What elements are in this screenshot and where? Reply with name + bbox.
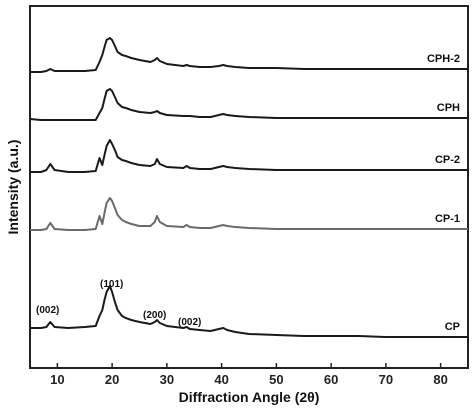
series-labels: CPH-2 CPH CP-2 CP-1 CP bbox=[427, 53, 460, 333]
x-tick-label-30: 30 bbox=[160, 372, 174, 387]
series-line-cph-2 bbox=[30, 37, 468, 73]
x-tick-label-40: 40 bbox=[214, 372, 228, 387]
annotation-200: (200) bbox=[143, 310, 166, 321]
x-tick-label-50: 50 bbox=[269, 372, 283, 387]
series-label-cp-1: CP-1 bbox=[435, 213, 460, 225]
plot-frame bbox=[29, 5, 469, 369]
x-tick-label-10: 10 bbox=[50, 372, 64, 387]
x-axis-tick-labels: 10 20 30 40 50 60 70 80 bbox=[50, 372, 448, 387]
x-tick-label-70: 70 bbox=[379, 372, 393, 387]
x-tick-label-20: 20 bbox=[105, 372, 119, 387]
series-line-cp bbox=[30, 285, 468, 338]
series-label-cp-2: CP-2 bbox=[435, 154, 460, 166]
series-line-cp-1 bbox=[30, 197, 468, 231]
series-label-cph: CPH bbox=[437, 102, 460, 114]
series-line-cp-2 bbox=[30, 139, 468, 173]
x-tick-label-80: 80 bbox=[433, 372, 447, 387]
y-axis-title: Intensity (a.u.) bbox=[5, 140, 21, 235]
annotation-101: (101) bbox=[100, 279, 123, 290]
series-label-cp: CP bbox=[445, 321, 460, 333]
annotation-002-b: (002) bbox=[178, 317, 201, 328]
x-tick-label-60: 60 bbox=[324, 372, 338, 387]
x-axis-title: Diffraction Angle (2θ) bbox=[179, 389, 320, 405]
annotation-002-a: (002) bbox=[36, 305, 59, 316]
x-axis-ticks bbox=[56, 363, 442, 368]
series-label-cph-2: CPH-2 bbox=[427, 53, 460, 65]
series-line-cph bbox=[29, 88, 468, 121]
series-lines bbox=[29, 37, 468, 338]
